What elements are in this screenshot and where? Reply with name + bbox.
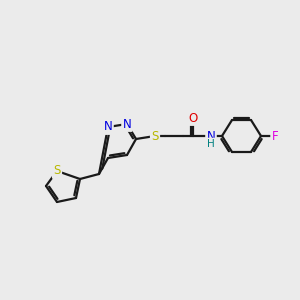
Text: H: H (207, 139, 215, 149)
Text: N: N (207, 130, 215, 142)
Text: N: N (123, 118, 131, 130)
Text: F: F (272, 130, 278, 142)
Text: N: N (103, 121, 112, 134)
Text: S: S (53, 164, 61, 178)
Text: S: S (151, 130, 159, 142)
Text: O: O (188, 112, 198, 124)
